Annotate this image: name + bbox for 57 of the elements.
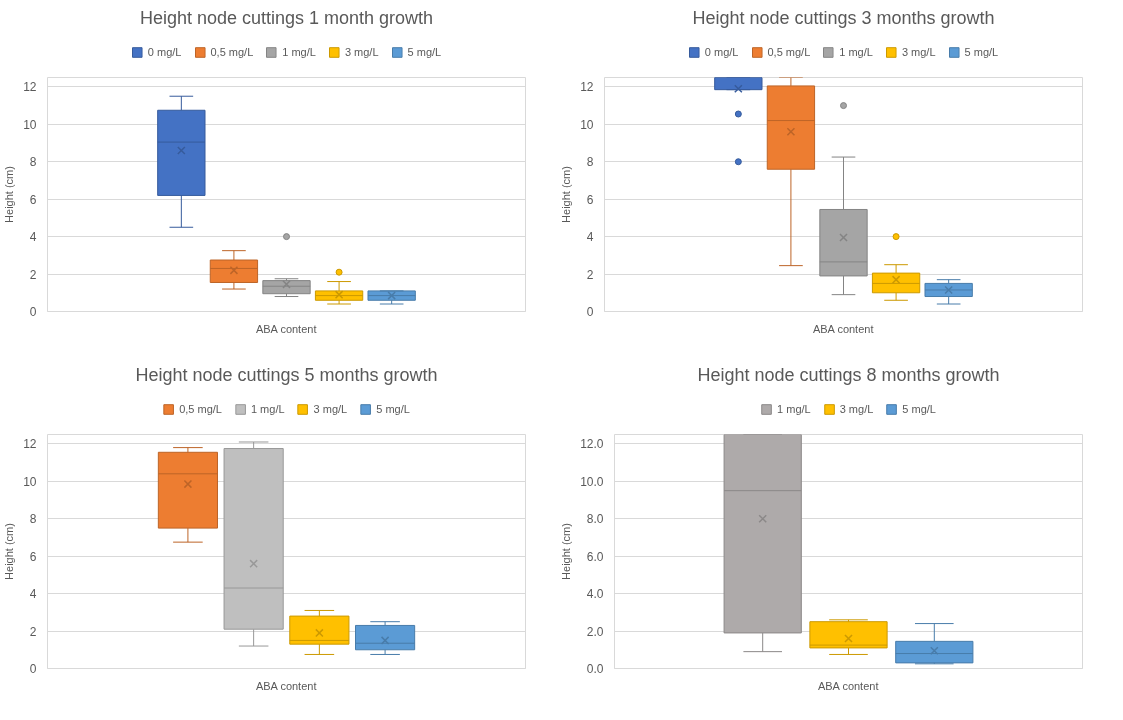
legend-label: 3 mg/L <box>839 403 874 415</box>
legend-label: 0,5 mg/L <box>210 46 254 58</box>
chart-title: Height node cuttings 5 months growth <box>135 364 438 385</box>
legend-label: 0,5 mg/L <box>767 46 811 58</box>
y-axis-title: Height (cm) <box>560 166 573 223</box>
y-tick-label: 12 <box>580 80 594 95</box>
y-tick-label: 10 <box>23 474 37 489</box>
y-tick-label: 2.0 <box>586 624 604 639</box>
y-tick-label: 2 <box>29 624 37 639</box>
x-axis-title: ABA content <box>255 679 317 692</box>
y-tick-label: 12 <box>23 80 37 95</box>
x-axis-title: ABA content <box>812 322 874 335</box>
x-axis-title: ABA content <box>817 679 879 692</box>
y-axis-title: Height (cm) <box>560 523 573 580</box>
legend-label: 1 mg/L <box>839 46 873 58</box>
y-tick-label: 8.0 <box>586 512 604 527</box>
legend-label: 5 mg/L <box>376 403 410 415</box>
y-tick-label: 8 <box>29 155 37 170</box>
y-axis-title: Height (cm) <box>3 166 16 223</box>
legend-label: 1 mg/L <box>777 403 811 415</box>
legend-label: 0 mg/L <box>704 46 739 58</box>
y-tick-label: 6 <box>29 192 37 207</box>
legend-label: 0,5 mg/L <box>179 403 222 415</box>
y-tick-label: 6 <box>29 549 37 564</box>
y-tick-label: 2 <box>29 267 37 282</box>
legend-label: 1 mg/L <box>282 46 316 58</box>
chart-title: Height node cuttings 3 months growth <box>692 7 995 28</box>
y-tick-label: 4 <box>29 230 37 245</box>
y-tick-label: 0 <box>586 305 594 319</box>
y-tick-label: 12.0 <box>580 437 604 452</box>
y-tick-label: 4 <box>586 230 594 245</box>
y-tick-label: 10.0 <box>580 474 604 489</box>
y-tick-label: 10 <box>23 117 37 132</box>
y-tick-label: 10 <box>580 117 594 132</box>
chart-title: Height node cuttings 1 month growth <box>139 7 434 28</box>
x-axis-title: ABA content <box>255 322 317 335</box>
legend-label: 5 mg/L <box>902 403 936 415</box>
y-tick-label: 8 <box>29 512 37 527</box>
y-tick-label: 8 <box>586 155 594 170</box>
chart-title: Height node cuttings 8 months growth <box>697 364 1000 385</box>
legend-label: 3 mg/L <box>344 46 379 58</box>
legend-label: 0 mg/L <box>147 46 182 58</box>
y-tick-label: 4.0 <box>586 587 604 602</box>
y-tick-label: 6 <box>586 192 594 207</box>
legend-label: 5 mg/L <box>407 46 442 58</box>
y-tick-label: 0 <box>29 305 37 319</box>
legend-label: 5 mg/L <box>964 46 999 58</box>
legend-label: 1 mg/L <box>250 403 285 415</box>
legend-label: 3 mg/L <box>901 46 936 58</box>
legend-label: 3 mg/L <box>313 403 348 415</box>
y-tick-label: 0.0 <box>586 662 604 676</box>
y-tick-label: 6.0 <box>586 549 604 564</box>
y-tick-label: 2 <box>586 267 594 282</box>
y-tick-label: 4 <box>29 587 37 602</box>
y-tick-label: 0 <box>29 662 37 676</box>
y-axis-title: Height (cm) <box>3 523 16 580</box>
y-tick-label: 12 <box>23 437 37 452</box>
